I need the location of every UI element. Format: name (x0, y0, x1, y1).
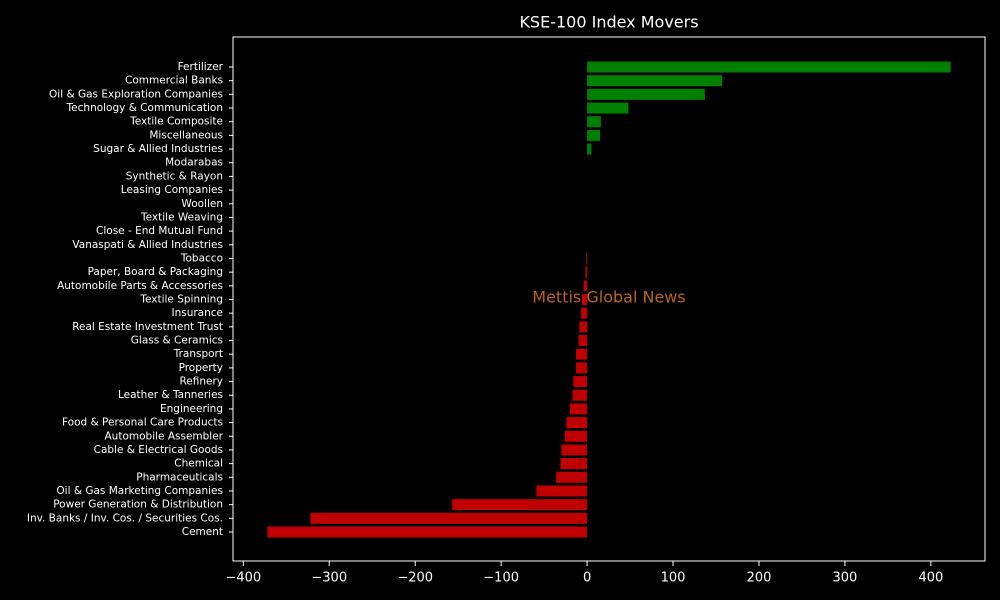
y-tick-label: Oil & Gas Exploration Companies (49, 88, 223, 100)
y-tick-label: Close - End Mutual Fund (96, 225, 223, 237)
bar (585, 266, 588, 278)
y-tick-label: Textile Weaving (140, 211, 223, 223)
watermark: Mettis Global News (532, 288, 685, 307)
bar (581, 294, 588, 305)
bar (566, 417, 588, 429)
x-tick-label: −100 (483, 571, 519, 586)
y-tick-label: Inv. Banks / Inv. Cos. / Securities Cos. (27, 512, 223, 524)
x-tick-label: 300 (832, 571, 857, 586)
y-tick-label: Pharmaceuticals (136, 471, 223, 483)
plot-frame (232, 36, 986, 562)
x-tick-label: −400 (225, 571, 261, 586)
bar (587, 88, 705, 100)
bar (575, 362, 588, 374)
bar (587, 116, 601, 128)
bar (579, 321, 588, 333)
y-tick-label: Automobile Parts & Accessories (57, 280, 223, 292)
bar (564, 430, 588, 442)
y-tick-label: Sugar & Allied Industries (93, 143, 223, 155)
y-tick-label: Textile Spinning (139, 294, 223, 306)
bar (267, 526, 588, 538)
y-tick-label: Engineering (160, 403, 223, 415)
y-tick-label: Synthetic & Rayon (126, 170, 223, 182)
y-tick-label: Cable & Electrical Goods (94, 444, 223, 456)
y-tick-label: Real Estate Investment Trust (72, 321, 223, 333)
x-tick-label: −200 (397, 571, 433, 586)
bar (556, 471, 588, 483)
y-tick-label: Textile Composite (129, 116, 223, 128)
y-tick-label: Chemical (174, 458, 223, 470)
bar (587, 75, 723, 87)
y-tick-label: Automobile Assembler (105, 430, 224, 442)
y-tick-label: Insurance (171, 307, 223, 319)
bar (581, 307, 588, 319)
bar (573, 376, 588, 388)
bar (578, 335, 588, 347)
y-tick-label: Leasing Companies (121, 184, 223, 196)
bar (583, 280, 588, 292)
x-tick-label: 0 (583, 571, 591, 586)
bar (310, 512, 588, 524)
bar (561, 444, 588, 456)
bar (587, 102, 629, 114)
y-tick-label: Commercial Banks (125, 75, 223, 87)
y-tick-label: Tobacco (180, 252, 223, 264)
y-tick-label: Miscellaneous (149, 129, 223, 141)
bar (575, 348, 588, 360)
bar (587, 143, 592, 155)
y-tick-label: Vanaspati & Allied Industries (72, 239, 223, 251)
bar (536, 485, 588, 497)
bar (587, 129, 600, 141)
bar (569, 403, 588, 415)
bar (587, 61, 951, 73)
y-tick-label: Food & Personal Care Products (62, 417, 223, 429)
bar (452, 499, 588, 511)
y-tick-label: Fertilizer (178, 61, 224, 73)
bar (586, 252, 588, 264)
x-tick-label: −300 (311, 571, 347, 586)
y-tick-label: Transport (173, 348, 223, 360)
y-tick-label: Power Generation & Distribution (53, 499, 223, 511)
y-tick-label: Modarabas (165, 157, 223, 169)
bar (572, 389, 588, 401)
y-tick-label: Property (179, 362, 223, 374)
y-tick-label: Paper, Board & Packaging (88, 266, 223, 278)
x-tick-label: 100 (661, 571, 686, 586)
y-tick-label: Leather & Tanneries (118, 389, 223, 401)
bar (560, 458, 588, 470)
y-tick-label: Woollen (181, 198, 223, 210)
x-tick-label: 200 (747, 571, 772, 586)
y-tick-label: Glass & Ceramics (131, 335, 223, 347)
y-tick-label: Technology & Communication (66, 102, 223, 114)
x-tick-label: 400 (918, 571, 943, 586)
y-tick-label: Cement (182, 526, 223, 538)
y-tick-label: Oil & Gas Marketing Companies (56, 485, 223, 497)
chart-title: KSE-100 Index Movers (519, 13, 698, 32)
y-tick-label: Refinery (179, 376, 223, 388)
